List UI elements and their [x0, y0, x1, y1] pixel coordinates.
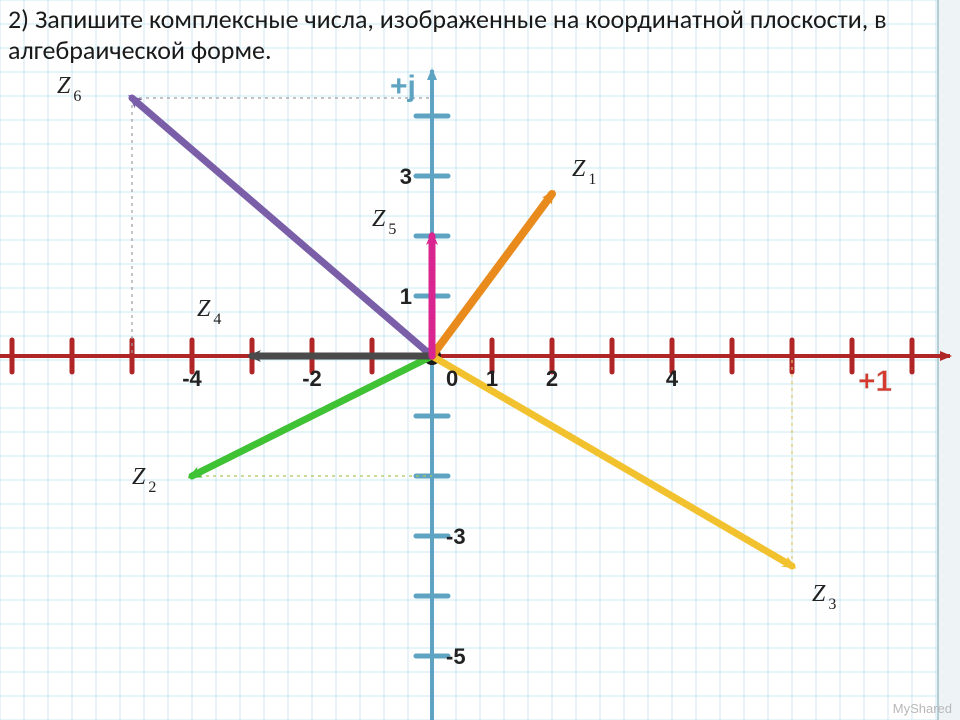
- x-axis-label: +1: [858, 365, 892, 398]
- vector-label-z2: Z2: [132, 464, 156, 496]
- y-tick-label: 3: [400, 164, 412, 189]
- vector-label-z1: Z1: [572, 156, 596, 188]
- x-tick-label: 2: [546, 366, 558, 391]
- origin-label: 0: [446, 366, 458, 391]
- vector-z6: [132, 98, 432, 356]
- x-tick-label: 1: [486, 366, 498, 391]
- x-tick-label: 4: [666, 366, 679, 391]
- watermark: MyShared: [893, 701, 952, 716]
- x-tick-label: -2: [302, 366, 322, 391]
- vector-z1: [432, 194, 552, 356]
- y-axis-label: +j: [390, 70, 416, 103]
- y-tick-label: -3: [446, 524, 466, 549]
- vector-label-z5: Z5: [372, 206, 396, 238]
- vector-label-z4: Z4: [197, 296, 221, 328]
- y-tick-label: 1: [400, 284, 412, 309]
- y-tick-label: -5: [446, 644, 466, 669]
- vector-label-z6: Z6: [57, 73, 81, 105]
- vector-label-z3: Z3: [812, 581, 836, 613]
- x-tick-label: -4: [182, 366, 202, 391]
- complex-plane-plot: -4 -2 1 2 4 3 1 -3 -5 0 +1 +j Z1 Z2 Z3 Z4 Z5 Z6: [0, 0, 960, 720]
